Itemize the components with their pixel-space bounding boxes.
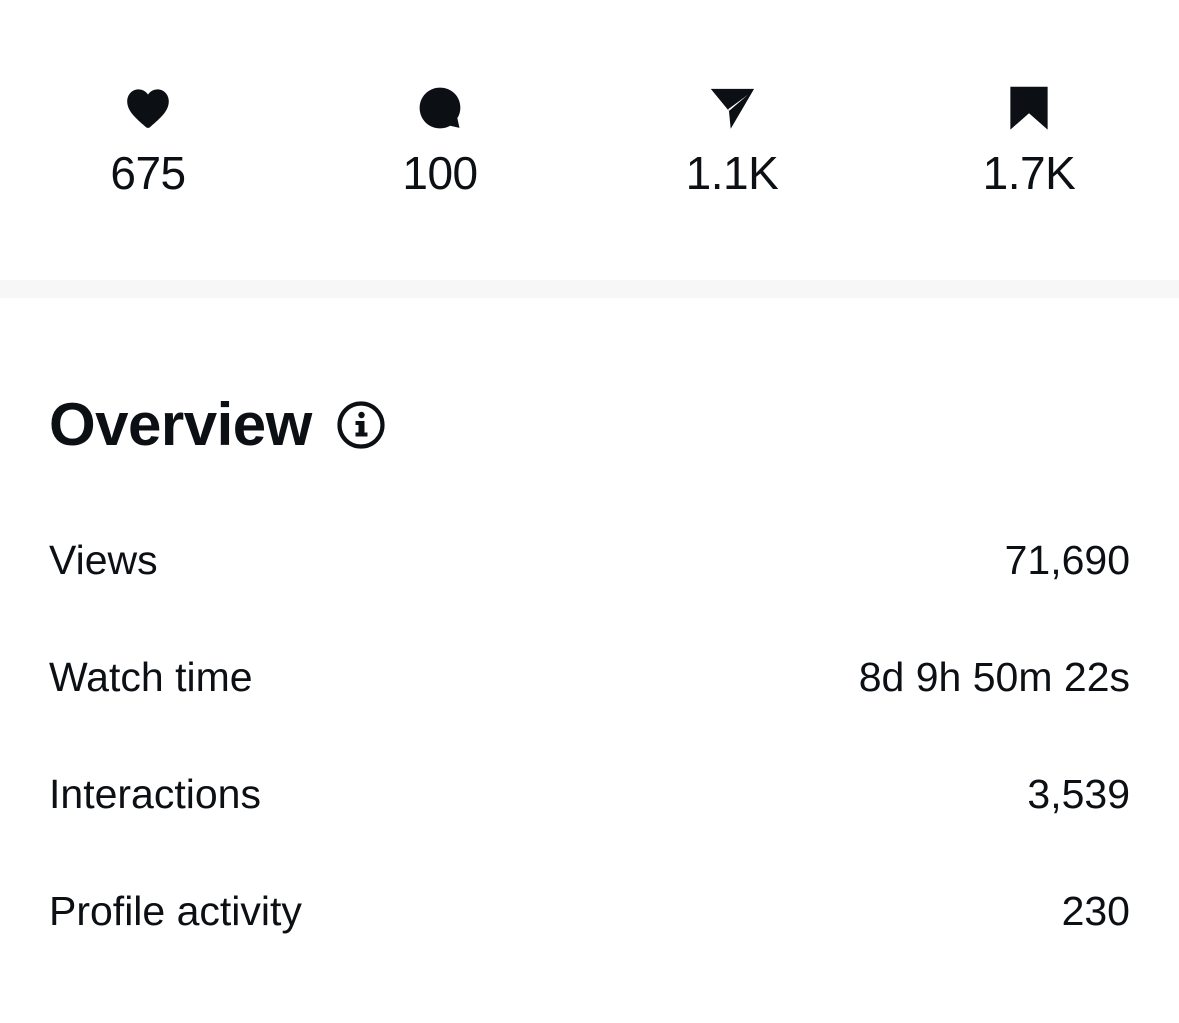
metric-label: Views bbox=[49, 537, 158, 583]
overview-header: Overview bbox=[49, 392, 386, 458]
bookmark-icon bbox=[1003, 82, 1055, 134]
overview-title: Overview bbox=[49, 391, 312, 458]
likes-stat[interactable]: 675 bbox=[38, 82, 258, 200]
shares-count: 1.1K bbox=[685, 147, 779, 199]
info-icon[interactable] bbox=[336, 400, 386, 450]
saves-stat[interactable]: 1.7K bbox=[919, 82, 1139, 200]
metric-row-profile-activity: Profile activity 230 bbox=[49, 881, 1130, 941]
comments-stat[interactable]: 100 bbox=[330, 82, 550, 200]
metric-label: Interactions bbox=[49, 771, 261, 817]
metric-row-interactions: Interactions 3,539 bbox=[49, 764, 1130, 824]
metric-value: 230 bbox=[1061, 888, 1130, 934]
saves-count: 1.7K bbox=[982, 147, 1076, 199]
comments-count: 100 bbox=[402, 147, 478, 199]
engagement-stats: 675 100 1.1K 1.7K bbox=[0, 0, 1179, 280]
section-divider bbox=[0, 280, 1179, 298]
comment-icon bbox=[414, 82, 466, 134]
metric-row-watch-time: Watch time 8d 9h 50m 22s bbox=[49, 647, 1130, 707]
metric-value: 71,690 bbox=[1004, 537, 1130, 583]
heart-icon bbox=[122, 82, 174, 134]
metric-row-views: Views 71,690 bbox=[49, 530, 1130, 590]
metric-value: 8d 9h 50m 22s bbox=[858, 654, 1130, 700]
likes-count: 675 bbox=[110, 147, 186, 199]
metric-label: Watch time bbox=[49, 654, 253, 700]
metric-value: 3,539 bbox=[1027, 771, 1130, 817]
metric-label: Profile activity bbox=[49, 888, 302, 934]
shares-stat[interactable]: 1.1K bbox=[622, 82, 842, 200]
share-icon bbox=[706, 82, 758, 134]
